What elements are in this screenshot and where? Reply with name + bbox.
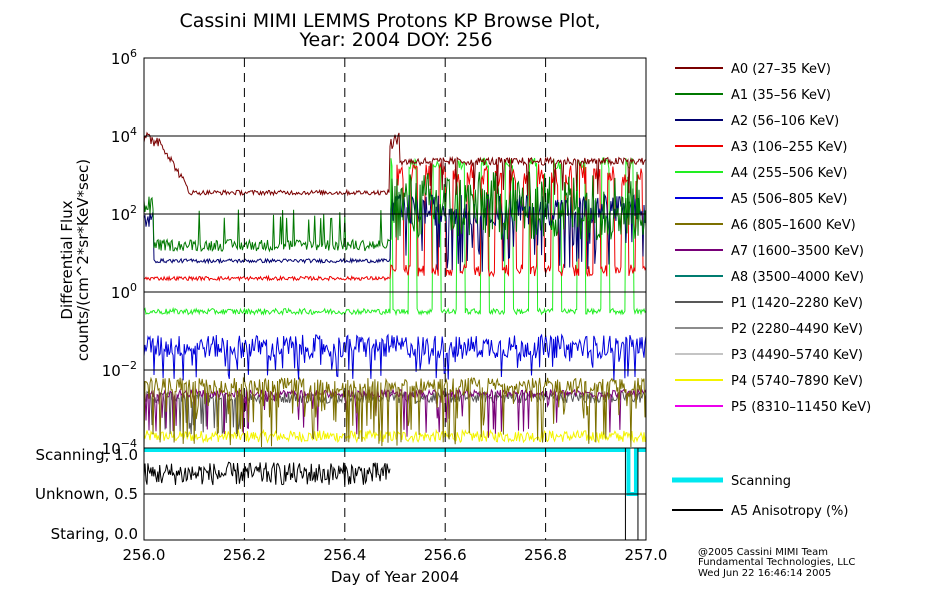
legend-label: P4 (5740–7890 KeV) xyxy=(731,374,863,389)
x-tick-label: 256.8 xyxy=(524,546,567,564)
grid-lines xyxy=(144,58,646,540)
status-label: Scanning, 1.0 xyxy=(35,446,138,464)
x-tick-label: 256.6 xyxy=(424,546,467,564)
footer-company: Fundamental Technologies, LLC xyxy=(698,557,855,568)
footer-timestamp: Wed Jun 22 16:46:14 2005 xyxy=(698,568,831,579)
legend-label: P3 (4490–5740 KeV) xyxy=(731,348,863,363)
y-tick-label: 106 xyxy=(111,47,137,68)
series-line-a6 xyxy=(143,376,647,448)
series-line-a5 xyxy=(143,333,647,381)
legend-label: A8 (3500–4000 KeV) xyxy=(731,270,864,285)
series-line-a3 xyxy=(143,162,647,282)
series-line-a1 xyxy=(143,171,647,253)
legend-label: A6 (805–1600 KeV) xyxy=(731,218,856,233)
status-legend: Scanning A5 Anisotropy (%) xyxy=(672,474,848,519)
flux-series-group xyxy=(143,131,647,448)
legend-label: A2 (56–106 KeV) xyxy=(731,114,839,129)
legend-label: A1 (35–56 KeV) xyxy=(731,88,831,103)
legend-label: A5 Anisotropy (%) xyxy=(731,504,848,519)
y-axis-label-line-2: counts/(cm^2*sr*KeV*sec) xyxy=(74,159,92,361)
x-tick-label: 256.0 xyxy=(123,546,166,564)
legend-label: P1 (1420–2280 KeV) xyxy=(731,296,863,311)
legend-label: A3 (106–255 KeV) xyxy=(731,140,847,155)
y-tick-label: 102 xyxy=(111,203,137,224)
legend-label: A0 (27–35 KeV) xyxy=(731,62,831,77)
series-line-a4 xyxy=(143,157,647,317)
series-line-anisotropy xyxy=(143,461,391,486)
legend-label: A5 (506–805 KeV) xyxy=(731,192,847,207)
x-tick-label: 257.0 xyxy=(625,546,668,564)
status-label: Unknown, 0.5 xyxy=(35,485,138,503)
y-tick-label: 10−2 xyxy=(102,359,137,380)
legend: A0 (27–35 KeV) A1 (35–56 KeV) A2 (56–106 K… xyxy=(675,62,871,415)
y-tick-label: 104 xyxy=(111,125,137,146)
y-tick-label: 100 xyxy=(111,281,137,302)
x-tick-label: 256.2 xyxy=(223,546,266,564)
status-panel-frame xyxy=(143,447,647,541)
series-line-p4 xyxy=(143,428,647,444)
status-label: Staring, 0.0 xyxy=(51,525,138,543)
x-tick-label: 256.4 xyxy=(323,546,366,564)
chart-title-line-1: Cassini MIMI LEMMS Protons KP Browse Plo… xyxy=(179,10,600,32)
legend-label: P2 (2280–4490 KeV) xyxy=(731,322,863,337)
legend-label: P5 (8310–11450 KeV) xyxy=(731,400,871,415)
x-axis-label: Day of Year 2004 xyxy=(331,568,459,586)
legend-label: Scanning xyxy=(731,474,791,489)
y-axis-label-line-1: Differential Flux xyxy=(58,200,76,319)
legend-label: A4 (255–506 KeV) xyxy=(731,166,847,181)
legend-label: A7 (1600–3500 KeV) xyxy=(731,244,864,259)
chart-title-line-2: Year: 2004 DOY: 256 xyxy=(298,29,492,51)
series-line-a0 xyxy=(143,131,647,197)
footer-copyright: @2005 Cassini MIMI Team xyxy=(698,547,828,558)
status-axis-labels: Scanning, 1.0 Unknown, 0.5 Staring, 0.0 xyxy=(35,446,138,543)
x-axis-ticks: 256.0 256.2 256.4 256.6 256.8 257.0 xyxy=(123,546,668,564)
